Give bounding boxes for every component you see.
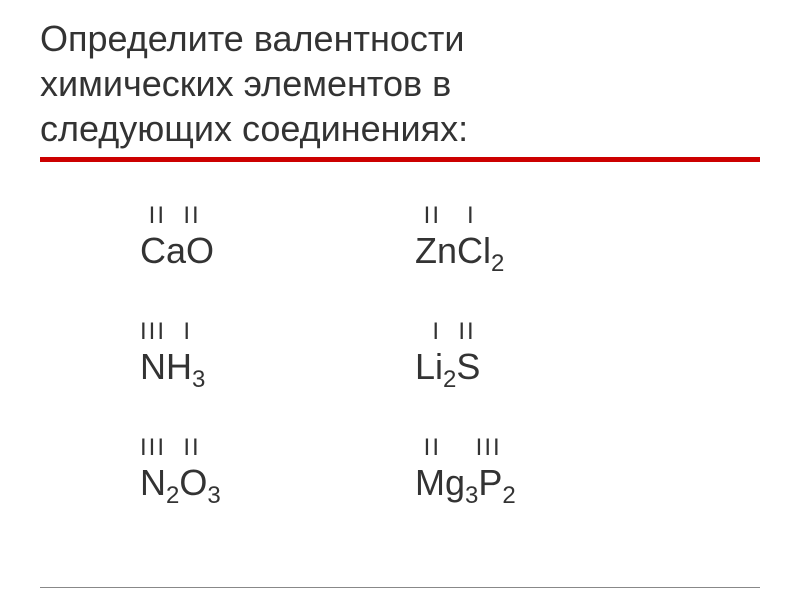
title-line-1: Определите валентности (40, 18, 464, 59)
chemical-formula: N2O3 (140, 462, 221, 510)
valency-labels: III II (140, 434, 201, 462)
title-line-2: химических элементов в (40, 63, 451, 104)
slide-title: Определите валентности химических элемен… (40, 16, 760, 151)
chemical-formula: Li2S (415, 346, 480, 394)
compound-cao: II II CaO (140, 202, 405, 278)
chemical-formula: CaO (140, 230, 214, 272)
compounds-grid: II II CaO II I ZnCl2 III I NH3 I II Li2S… (40, 202, 760, 511)
compound-mg3p2: II III Mg3P2 (415, 434, 680, 510)
compound-li2s: I II Li2S (415, 318, 680, 394)
footer-divider (40, 587, 760, 588)
valency-labels: I II (415, 318, 476, 346)
chemical-formula: ZnCl2 (415, 230, 504, 278)
chemical-formula: Mg3P2 (415, 462, 516, 510)
valency-labels: II III (415, 434, 502, 462)
compound-n2o3: III II N2O3 (140, 434, 405, 510)
slide-container: Определите валентности химических элемен… (0, 0, 800, 600)
valency-labels: III I (140, 318, 192, 346)
compound-nh3: III I NH3 (140, 318, 405, 394)
compound-zncl2: II I ZnCl2 (415, 202, 680, 278)
valency-labels: II II (140, 202, 201, 230)
chemical-formula: NH3 (140, 346, 205, 394)
title-line-3: следующих соединениях: (40, 108, 468, 149)
valency-labels: II I (415, 202, 476, 230)
accent-divider (40, 157, 760, 162)
